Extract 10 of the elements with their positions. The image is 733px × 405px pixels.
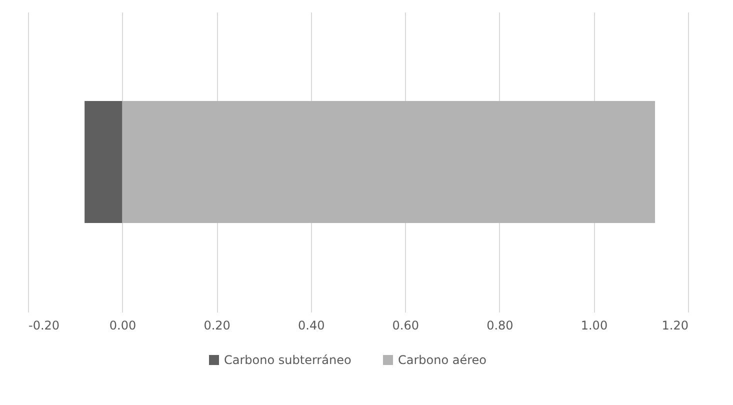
x-tick-label: 1.00 bbox=[580, 318, 608, 332]
x-tick-label: 0.60 bbox=[392, 318, 419, 332]
legend-label: Carbono subterráneo bbox=[224, 353, 352, 367]
x-tick-label: 1.20 bbox=[662, 318, 688, 332]
x-tick-label: 0.20 bbox=[204, 318, 230, 332]
x-tick-label: -0.20 bbox=[28, 318, 60, 332]
legend-label: Carbono aéreo bbox=[398, 353, 487, 367]
x-tick-label: 0.00 bbox=[109, 318, 136, 332]
x-tick-label: 0.80 bbox=[486, 318, 514, 332]
x-tick-label: 0.40 bbox=[298, 318, 325, 332]
